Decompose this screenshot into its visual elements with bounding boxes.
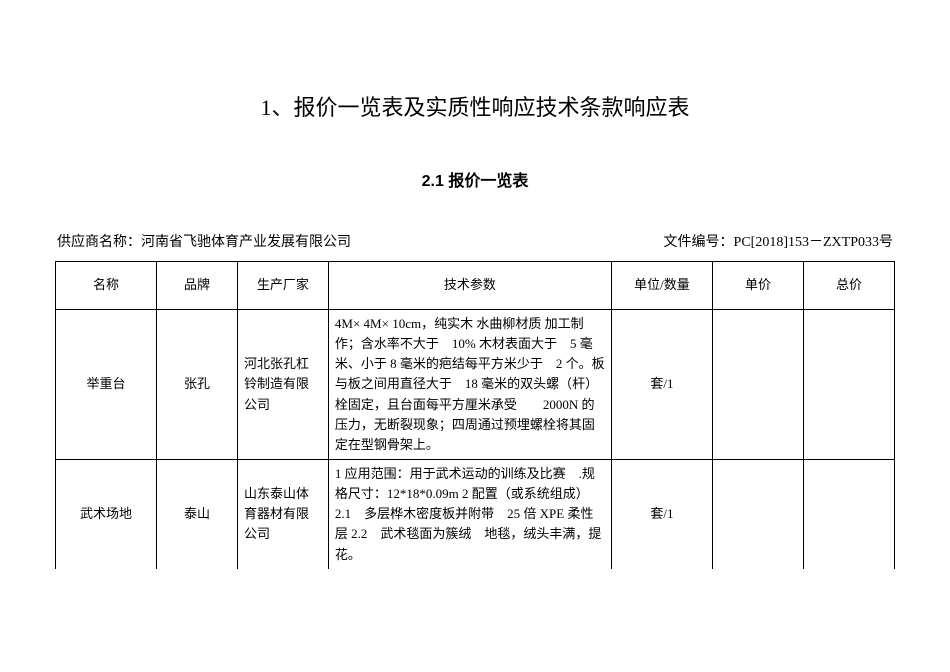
quote-table: 名称 品牌 生产厂家 技术参数 单位/数量 单价 总价 举重台 张孔 河北张孔杠… xyxy=(55,261,895,569)
page-title: 1、报价一览表及实质性响应技术条款响应表 xyxy=(55,90,895,122)
cell-brand: 泰山 xyxy=(157,459,238,568)
cell-unit: 套/1 xyxy=(611,310,712,460)
col-header-unit: 单位/数量 xyxy=(611,262,712,310)
table-row: 举重台 张孔 河北张孔杠铃制造有限公司 4M× 4M× 10cm，纯实木 水曲柳… xyxy=(56,310,895,460)
supplier-block: 供应商名称：河南省飞驰体育产业发展有限公司 xyxy=(57,231,351,251)
meta-row: 供应商名称：河南省飞驰体育产业发展有限公司 文件编号：PC[2018]153－Z… xyxy=(55,231,895,251)
cell-unit: 套/1 xyxy=(611,459,712,568)
col-header-price: 单价 xyxy=(713,262,804,310)
supplier-label: 供应商名称： xyxy=(57,235,141,250)
col-header-brand: 品牌 xyxy=(157,262,238,310)
page-subtitle: 2.1 报价一览表 xyxy=(55,167,895,191)
cell-name: 举重台 xyxy=(56,310,157,460)
cell-total xyxy=(803,459,894,568)
col-header-total: 总价 xyxy=(803,262,894,310)
supplier-name: 河南省飞驰体育产业发展有限公司 xyxy=(141,235,351,250)
col-header-name: 名称 xyxy=(56,262,157,310)
cell-name: 武术场地 xyxy=(56,459,157,568)
cell-brand: 张孔 xyxy=(157,310,238,460)
cell-maker: 山东泰山体育器材有限公司 xyxy=(237,459,328,568)
cell-spec: 4M× 4M× 10cm，纯实木 水曲柳材质 加工制作；含水率不大于 10% 木… xyxy=(328,310,611,460)
cell-spec: 1 应用范围：用于武术运动的训练及比赛 .规格尺寸：12*18*0.09m 2 … xyxy=(328,459,611,568)
table-header-row: 名称 品牌 生产厂家 技术参数 单位/数量 单价 总价 xyxy=(56,262,895,310)
cell-maker: 河北张孔杠铃制造有限公司 xyxy=(237,310,328,460)
doc-no-label: 文件编号： xyxy=(664,235,734,250)
cell-total xyxy=(803,310,894,460)
col-header-spec: 技术参数 xyxy=(328,262,611,310)
col-header-maker: 生产厂家 xyxy=(237,262,328,310)
cell-price xyxy=(713,310,804,460)
table-row: 武术场地 泰山 山东泰山体育器材有限公司 1 应用范围：用于武术运动的训练及比赛… xyxy=(56,459,895,568)
doc-no: PC[2018]153－ZXTP033号 xyxy=(734,235,893,250)
doc-no-block: 文件编号：PC[2018]153－ZXTP033号 xyxy=(664,231,893,251)
cell-price xyxy=(713,459,804,568)
